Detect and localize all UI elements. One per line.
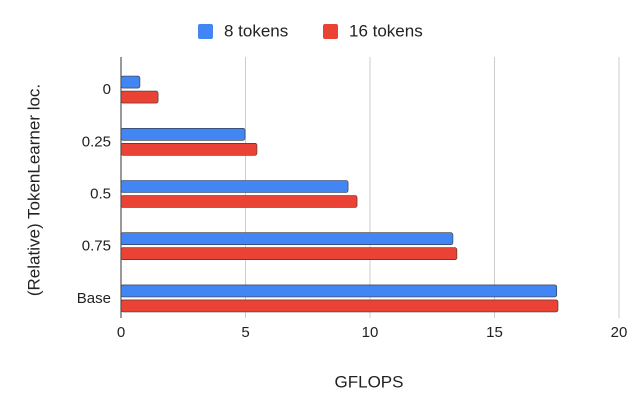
x-tick-label: 15 [486,324,503,341]
legend-swatch [323,24,338,39]
bar [120,143,258,156]
bar [120,90,159,104]
x-tick-label: 20 [611,324,628,341]
y-axis-title: (Relative) TokenLearner loc. [24,84,43,296]
bar [120,195,358,208]
bar [120,299,559,313]
legend-label: 8 tokens [224,21,288,40]
legend-label: 16 tokens [349,21,423,40]
bar [120,247,458,260]
x-axis-title: GFLOPS [335,372,404,391]
bar [120,180,349,193]
y-tick-label: 0.5 [90,185,111,202]
y-tick-label: 0.25 [82,133,111,150]
x-tick-label: 0 [117,324,125,341]
bar [120,232,454,245]
y-tick-label: Base [77,290,111,307]
x-tick-label: 10 [362,324,379,341]
x-tick-label: 5 [241,324,249,341]
y-tick-label: 0.75 [82,238,111,255]
y-tick-label: 0 [103,81,111,98]
bar [120,128,246,141]
bar [120,284,558,298]
bar [120,75,141,89]
legend-swatch [198,24,213,39]
